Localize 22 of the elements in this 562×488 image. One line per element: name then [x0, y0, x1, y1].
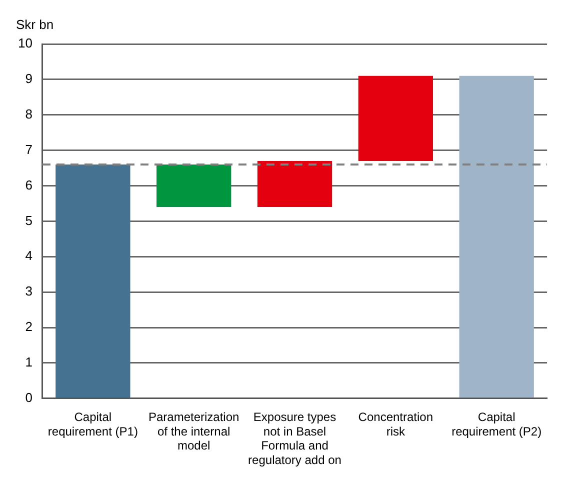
x-tick-label: Capital requirement (P1) [48, 410, 138, 438]
y-tick-label: 7 [25, 142, 32, 157]
y-tick-label: 2 [25, 319, 32, 334]
bar [156, 164, 232, 208]
y-tick-label: 10 [18, 36, 32, 51]
y-tick-label: 9 [25, 71, 32, 86]
x-tick-label: Exposure types not in Basel Formula and regulatory add on [248, 410, 342, 468]
y-tick-label: 4 [25, 248, 32, 264]
x-tick-label: Parameterization of the internal model [148, 410, 240, 453]
bar [56, 164, 130, 398]
y-tick-label: 6 [25, 177, 32, 192]
bar [358, 76, 434, 161]
y-tick-label: 8 [25, 106, 32, 122]
bar [459, 76, 534, 398]
y-tick-label: 1 [25, 354, 32, 370]
x-tick-label: Concentration risk [358, 410, 434, 438]
y-tick-label: 0 [25, 390, 32, 405]
x-tick-label: Capital requirement (P2) [452, 410, 542, 438]
bar [257, 160, 332, 208]
y-axis-title: Skr bn [16, 17, 54, 32]
y-tick-label: 5 [25, 212, 32, 228]
y-tick-label: 3 [25, 284, 32, 299]
